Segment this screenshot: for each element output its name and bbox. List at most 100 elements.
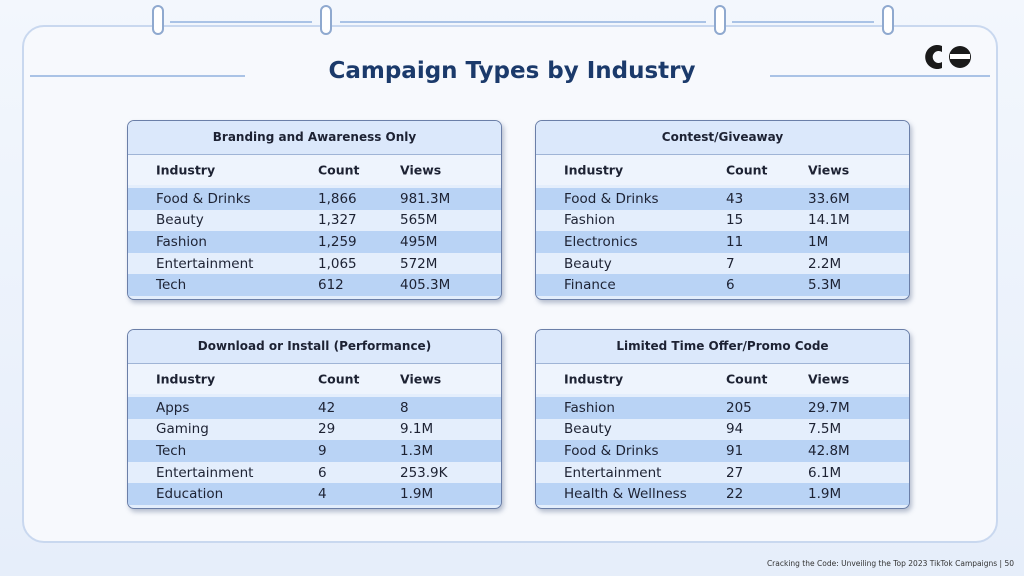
table-cell: Electronics bbox=[564, 233, 638, 250]
data-table: Contest/Giveaway Industry Count Views Food &… bbox=[535, 120, 910, 300]
table-cell: 981.3M bbox=[400, 190, 451, 207]
table-cell: 253.9K bbox=[400, 464, 448, 481]
table-cell: 565M bbox=[400, 212, 438, 229]
table-cell: Entertainment bbox=[156, 464, 254, 481]
table-cell: 495M bbox=[400, 233, 438, 250]
table-cell: Food & Drinks bbox=[564, 442, 659, 459]
table-cell: 2.2M bbox=[808, 255, 842, 272]
header-cell: Count bbox=[726, 162, 768, 178]
table-cell: 8 bbox=[400, 399, 409, 416]
table-row: Health & Wellness 22 1.9M bbox=[536, 483, 909, 505]
header-row: Industry Count Views bbox=[128, 364, 501, 394]
table-row: Fashion 1,259 495M bbox=[128, 231, 501, 253]
table-title: Download or Install (Performance) bbox=[128, 330, 501, 364]
header-row: Industry Count Views bbox=[536, 155, 909, 185]
spacer bbox=[128, 185, 501, 188]
table-title: Limited Time Offer/Promo Code bbox=[536, 330, 909, 364]
table-cell: 7.5M bbox=[808, 421, 842, 438]
table-cell: 33.6M bbox=[808, 190, 850, 207]
table-cell: Education bbox=[156, 486, 224, 503]
table-cell: Fashion bbox=[564, 212, 615, 229]
table-cell: 14.1M bbox=[808, 212, 850, 229]
data-table: Branding and Awareness Only Industry Count… bbox=[127, 120, 502, 300]
table-cell: Health & Wellness bbox=[564, 486, 687, 503]
table-cell: Finance bbox=[564, 277, 616, 294]
header-row: Industry Count Views bbox=[536, 364, 909, 394]
table-row: Finance 6 5.3M bbox=[536, 274, 909, 296]
table-row: Entertainment 27 6.1M bbox=[536, 461, 909, 484]
table-cell: Tech bbox=[156, 277, 187, 294]
slide-title: Campaign Types by Industry bbox=[328, 58, 696, 84]
table-cell: Food & Drinks bbox=[564, 190, 659, 207]
table-cell: 42.8M bbox=[808, 442, 850, 459]
table-cell: Food & Drinks bbox=[156, 190, 251, 207]
table-cell: 11 bbox=[726, 233, 744, 250]
table-cell: 9 bbox=[318, 442, 327, 459]
table-cell: Entertainment bbox=[564, 464, 662, 481]
table-cell: 4 bbox=[318, 486, 327, 503]
table-cell: Gaming bbox=[156, 421, 209, 438]
table-cell: 29.7M bbox=[808, 399, 850, 416]
table-cell: Fashion bbox=[156, 233, 207, 250]
table-row: Gaming 29 9.1M bbox=[128, 418, 501, 441]
footer: Cracking the Code: Unveiling the Top 202… bbox=[766, 559, 1014, 568]
table-row: Food & Drinks 1,866 981.3M bbox=[128, 188, 501, 210]
table-cell: 6.1M bbox=[808, 464, 842, 481]
table-cell: 6 bbox=[726, 277, 735, 294]
table-cell: 9.1M bbox=[400, 421, 434, 438]
table-cell: 612 bbox=[318, 277, 344, 294]
table-cell: 405.3M bbox=[400, 277, 451, 294]
header-cell: Views bbox=[808, 371, 850, 387]
table-cell: Beauty bbox=[156, 212, 204, 229]
table-cell: 94 bbox=[726, 421, 744, 438]
table-cell: 42 bbox=[318, 399, 336, 416]
header-cell: Views bbox=[808, 162, 850, 178]
table-cell: Beauty bbox=[564, 255, 612, 272]
header-row: Industry Count Views bbox=[128, 155, 501, 185]
table-cell: 1.9M bbox=[808, 486, 842, 503]
header-cell: Views bbox=[400, 162, 442, 178]
table-cell: Fashion bbox=[564, 399, 615, 416]
table-cell: 43 bbox=[726, 190, 744, 207]
table-cell: 22 bbox=[726, 486, 744, 503]
header-cell: Industry bbox=[156, 371, 216, 387]
table-cell: 1,866 bbox=[318, 190, 357, 207]
spacer bbox=[536, 394, 909, 397]
table-row: Food & Drinks 43 33.6M bbox=[536, 188, 909, 210]
table-cell: 6 bbox=[318, 464, 327, 481]
table-cell: Apps bbox=[156, 399, 190, 416]
table-cell: 205 bbox=[726, 399, 752, 416]
table-cell: Tech bbox=[156, 442, 187, 459]
table-row: Fashion 205 29.7M bbox=[536, 397, 909, 419]
table-row: Tech 9 1.3M bbox=[128, 440, 501, 462]
data-table: Limited Time Offer/Promo Code Industry Cou… bbox=[535, 329, 910, 509]
header-cell: Count bbox=[318, 162, 360, 178]
table-cell: 1,065 bbox=[318, 255, 357, 272]
spacer bbox=[536, 185, 909, 188]
table-row: Entertainment 6 253.9K bbox=[128, 461, 501, 484]
table-cell: 572M bbox=[400, 255, 438, 272]
table-cell: 5.3M bbox=[808, 277, 842, 294]
header-cell: Count bbox=[318, 371, 360, 387]
table-row: Food & Drinks 91 42.8M bbox=[536, 440, 909, 462]
data-table: Download or Install (Performance) Industr… bbox=[127, 329, 502, 509]
header-cell: Industry bbox=[156, 162, 216, 178]
table-cell: Entertainment bbox=[156, 255, 254, 272]
spacer bbox=[128, 394, 501, 397]
table-cell: Beauty bbox=[564, 421, 612, 438]
table-row: Tech 612 405.3M bbox=[128, 274, 501, 296]
table-cell: 91 bbox=[726, 442, 744, 459]
table-title: Contest/Giveaway bbox=[536, 121, 909, 155]
table-cell: 7 bbox=[726, 255, 735, 272]
table-cell: 27 bbox=[726, 464, 744, 481]
table-cell: 1.3M bbox=[400, 442, 434, 459]
header-cell: Count bbox=[726, 371, 768, 387]
header-cell: Industry bbox=[564, 162, 624, 178]
header-cell: Views bbox=[400, 371, 442, 387]
table-row: Beauty 1,327 565M bbox=[128, 209, 501, 232]
table-cell: 15 bbox=[726, 212, 744, 229]
table-row: Beauty 7 2.2M bbox=[536, 252, 909, 275]
table-cell: 1,259 bbox=[318, 233, 357, 250]
